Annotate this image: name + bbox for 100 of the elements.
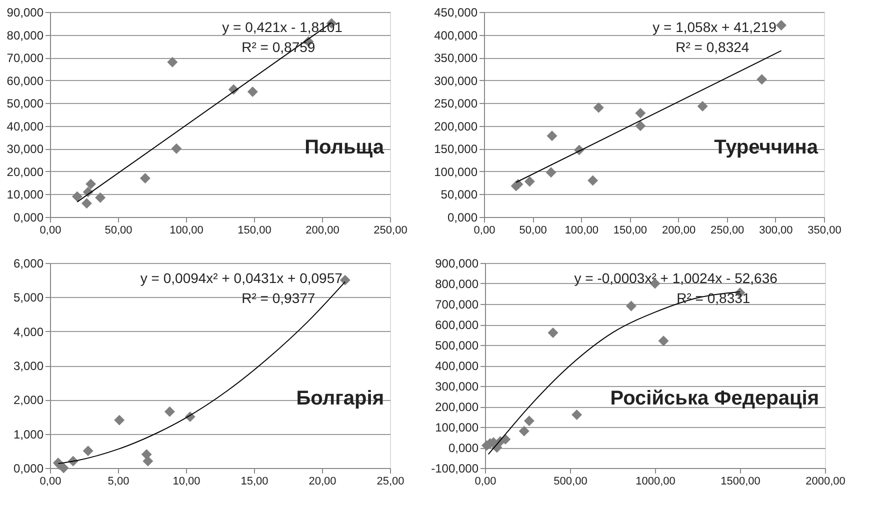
text: Туреччина bbox=[714, 136, 819, 158]
y-tick-label: 2,000 bbox=[13, 393, 44, 408]
x-tick-label: 25,00 bbox=[376, 476, 404, 488]
y-tick-label: 450,000 bbox=[434, 6, 478, 20]
y-tick-label: -100,000 bbox=[431, 462, 479, 476]
y-tick-label: 50,000 bbox=[6, 96, 44, 111]
y-tick-label: 40,000 bbox=[6, 119, 44, 134]
y-tick-label: 10,000 bbox=[6, 188, 44, 202]
x-tick-label: 0,00 bbox=[474, 476, 496, 488]
y-tick-label: 600,000 bbox=[435, 318, 479, 332]
x-tick-label: 50,00 bbox=[104, 224, 132, 236]
y-tick-label: 20,000 bbox=[6, 164, 44, 179]
point bbox=[72, 191, 82, 202]
y-tick-label: 400,000 bbox=[434, 28, 478, 42]
y-tick-label: 250,000 bbox=[434, 96, 478, 111]
x-tick-label: 200,00 bbox=[662, 224, 696, 236]
point bbox=[658, 336, 669, 346]
y-tick-label: 6,000 bbox=[13, 256, 44, 270]
annotation: y = -0,0003x² + 1,0024x - 52,636 bbox=[574, 270, 778, 286]
point bbox=[164, 406, 175, 417]
x-tick-label: 0,00 bbox=[40, 224, 62, 236]
x-tick-label: 15,00 bbox=[240, 476, 268, 488]
y-tick-label: 90,000 bbox=[6, 6, 44, 20]
x-tick-label: 200,00 bbox=[306, 224, 340, 236]
y-tick-label: 500,000 bbox=[435, 338, 479, 352]
point bbox=[81, 198, 92, 209]
point bbox=[518, 426, 530, 436]
point bbox=[626, 300, 636, 312]
point bbox=[140, 173, 150, 184]
y-tick-label: 30,000 bbox=[6, 142, 44, 156]
x-tick-label: 20,00 bbox=[308, 476, 336, 488]
x-tick-label: 10,00 bbox=[172, 476, 200, 488]
point bbox=[142, 456, 154, 466]
y-tick-label: 5,000 bbox=[13, 290, 44, 305]
point bbox=[86, 178, 96, 190]
annotation: R² = 0,9377 bbox=[242, 290, 316, 306]
point bbox=[546, 167, 556, 178]
point bbox=[95, 192, 106, 203]
point bbox=[524, 176, 535, 187]
text: Російська Федерація bbox=[610, 387, 819, 410]
point bbox=[167, 56, 178, 68]
y-tick-label: 0,000 bbox=[13, 462, 44, 476]
point bbox=[546, 130, 558, 142]
x-tick-label: 150,00 bbox=[238, 224, 272, 236]
y-tick-label: 300,000 bbox=[434, 74, 478, 88]
point bbox=[635, 120, 646, 132]
point bbox=[756, 74, 768, 85]
x-tick-label: 5,00 bbox=[108, 476, 130, 488]
x-tick-label: 100,00 bbox=[170, 224, 204, 236]
x-tick-label: 1500,00 bbox=[720, 476, 760, 488]
y-tick-label: 4,000 bbox=[13, 324, 44, 339]
x-tick-label: 250,00 bbox=[710, 224, 744, 236]
y-tick-label: 50,000 bbox=[440, 188, 478, 202]
point bbox=[697, 101, 708, 112]
x-tick-label: 2000,00 bbox=[806, 476, 846, 488]
annotation: y = 1,058x + 41,219 bbox=[652, 19, 777, 35]
y-tick-label: 200,000 bbox=[434, 119, 478, 134]
y-tick-label: 700,000 bbox=[435, 298, 479, 312]
x-tick-label: 300,00 bbox=[759, 224, 793, 236]
x-tick-label: 50,00 bbox=[519, 224, 547, 236]
point bbox=[82, 446, 94, 456]
point bbox=[247, 86, 258, 97]
x-tick-label: 150,00 bbox=[613, 224, 648, 236]
y-tick-label: 100,000 bbox=[434, 164, 478, 179]
point bbox=[572, 409, 582, 420]
point bbox=[524, 416, 534, 426]
x-tick-label: 0,00 bbox=[40, 476, 62, 488]
x-tick-label: 500,00 bbox=[554, 476, 588, 488]
y-tick-label: 70,000 bbox=[6, 51, 44, 66]
y-tick-label: 150,000 bbox=[434, 142, 478, 156]
y-tick-label: 200,000 bbox=[435, 400, 479, 414]
point bbox=[114, 414, 125, 426]
point bbox=[635, 108, 646, 118]
annotation: y = 0,0094x² + 0,0431x + 0,0957 bbox=[140, 270, 343, 286]
point bbox=[588, 175, 598, 186]
text: Польща bbox=[304, 136, 385, 158]
y-tick-label: 350,000 bbox=[434, 51, 478, 66]
y-tick-label: 0,000 bbox=[13, 210, 44, 224]
point bbox=[593, 102, 604, 113]
y-tick-label: 1,000 bbox=[13, 427, 44, 442]
y-tick-label: 300,000 bbox=[435, 380, 479, 394]
y-tick-label: 400,000 bbox=[435, 359, 479, 373]
x-tick-label: 1000,00 bbox=[636, 476, 676, 488]
point bbox=[171, 143, 182, 154]
x-tick-label: 250,00 bbox=[374, 224, 408, 236]
y-tick-label: 0,000 bbox=[448, 441, 479, 455]
x-tick-label: 100,00 bbox=[564, 224, 598, 236]
x-tick-label: 0,00 bbox=[474, 224, 496, 236]
y-tick-label: 100,000 bbox=[435, 420, 479, 434]
x-tick-label: 350,00 bbox=[808, 224, 842, 236]
y-tick-label: 80,000 bbox=[6, 28, 44, 42]
y-tick-label: 0,000 bbox=[447, 210, 478, 224]
point bbox=[776, 20, 786, 30]
y-tick-label: 900,000 bbox=[435, 256, 479, 270]
y-tick-label: 800,000 bbox=[435, 277, 479, 291]
point bbox=[548, 327, 558, 338]
y-tick-label: 60,000 bbox=[6, 74, 44, 88]
y-tick-label: 3,000 bbox=[13, 359, 44, 373]
annotation: R² = 0,8324 bbox=[676, 39, 750, 55]
text: Болгарія bbox=[296, 387, 384, 410]
